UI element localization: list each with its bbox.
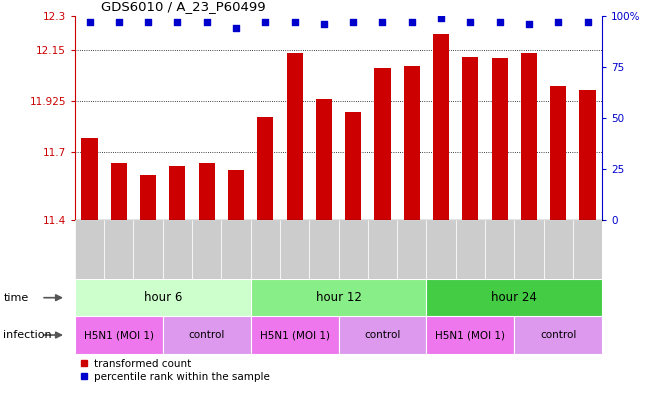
Bar: [339, 220, 368, 279]
Text: hour 12: hour 12: [316, 291, 361, 304]
Bar: [251, 316, 339, 354]
Text: control: control: [189, 330, 225, 340]
Point: [465, 19, 476, 25]
Bar: [140, 174, 156, 220]
Text: H5N1 (MOI 1): H5N1 (MOI 1): [260, 330, 329, 340]
Bar: [374, 68, 391, 220]
Point: [495, 19, 505, 25]
Text: control: control: [540, 330, 576, 340]
Point: [85, 19, 95, 25]
Text: hour 6: hour 6: [144, 291, 182, 304]
Bar: [579, 90, 596, 220]
Bar: [163, 316, 251, 354]
Point: [319, 21, 329, 27]
Bar: [573, 220, 602, 279]
Bar: [544, 220, 573, 279]
Legend: transformed count, percentile rank within the sample: transformed count, percentile rank withi…: [80, 359, 270, 382]
Text: infection: infection: [3, 330, 52, 340]
Bar: [492, 58, 508, 220]
Bar: [345, 112, 361, 220]
Bar: [397, 220, 426, 279]
Text: H5N1 (MOI 1): H5N1 (MOI 1): [436, 330, 505, 340]
Bar: [228, 170, 244, 220]
Point: [378, 19, 388, 25]
Bar: [514, 316, 602, 354]
Text: GDS6010 / A_23_P60499: GDS6010 / A_23_P60499: [102, 0, 266, 13]
Text: hour 24: hour 24: [492, 291, 537, 304]
Bar: [426, 279, 602, 316]
Bar: [404, 66, 420, 220]
Bar: [104, 220, 133, 279]
Bar: [316, 99, 332, 220]
Bar: [309, 220, 339, 279]
Bar: [462, 57, 478, 220]
Bar: [286, 53, 303, 220]
Bar: [251, 220, 280, 279]
Point: [406, 19, 417, 25]
Point: [523, 21, 534, 27]
Bar: [257, 117, 273, 220]
Bar: [169, 165, 186, 220]
Bar: [199, 163, 215, 220]
Point: [553, 19, 564, 25]
Bar: [485, 220, 514, 279]
Text: time: time: [3, 293, 29, 303]
Text: control: control: [365, 330, 400, 340]
Bar: [221, 220, 251, 279]
Bar: [339, 316, 426, 354]
Bar: [75, 279, 251, 316]
Bar: [433, 34, 449, 220]
Point: [583, 19, 593, 25]
Point: [289, 19, 299, 25]
Bar: [192, 220, 221, 279]
Point: [348, 19, 358, 25]
Point: [173, 19, 183, 25]
Bar: [280, 220, 309, 279]
Bar: [514, 220, 544, 279]
Point: [231, 25, 242, 31]
Bar: [426, 220, 456, 279]
Point: [143, 19, 154, 25]
Bar: [81, 138, 98, 220]
Point: [114, 19, 124, 25]
Bar: [133, 220, 163, 279]
Bar: [163, 220, 192, 279]
Bar: [368, 220, 397, 279]
Bar: [75, 220, 104, 279]
Point: [436, 15, 447, 21]
Point: [260, 19, 271, 25]
Bar: [111, 163, 127, 220]
Point: [202, 19, 212, 25]
Bar: [426, 316, 514, 354]
Bar: [456, 220, 485, 279]
Bar: [251, 279, 426, 316]
Text: H5N1 (MOI 1): H5N1 (MOI 1): [84, 330, 154, 340]
Bar: [75, 316, 163, 354]
Bar: [521, 53, 537, 220]
Bar: [550, 86, 566, 220]
